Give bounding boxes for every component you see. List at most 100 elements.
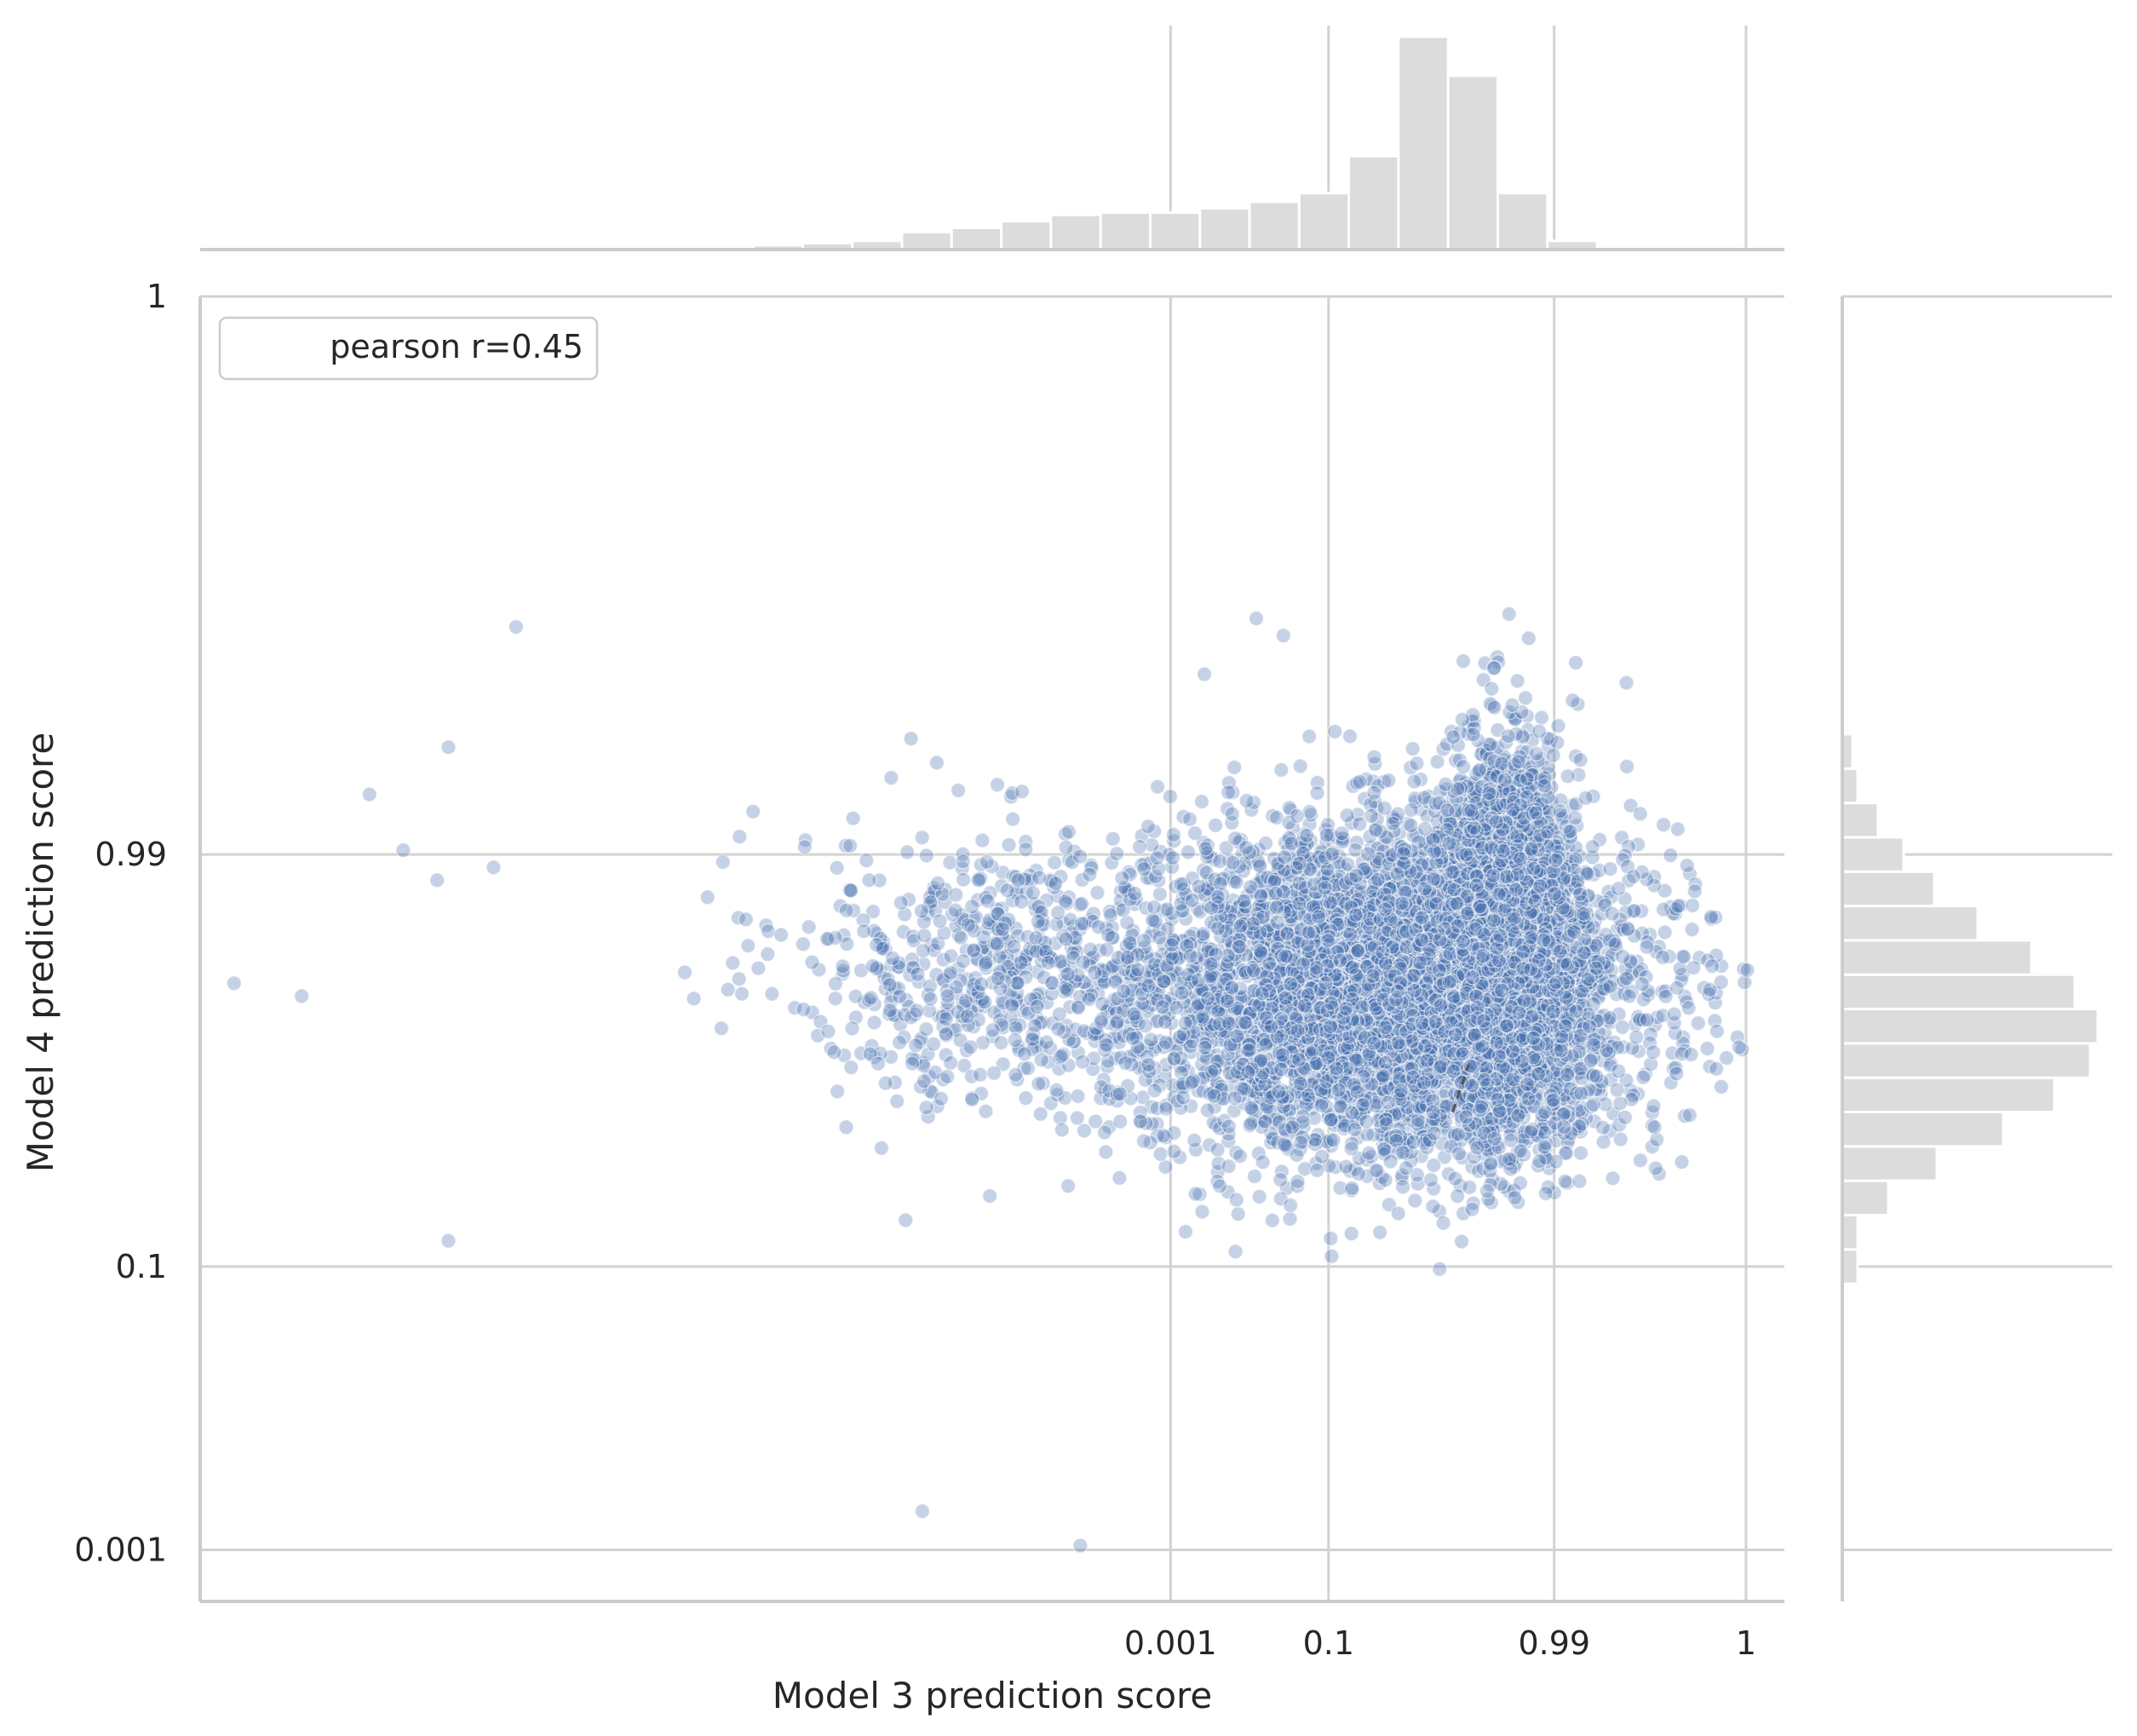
scatter-point [1132,1113,1148,1130]
scatter-point [1006,939,1022,955]
scatter-point [1426,1157,1442,1174]
scatter-point [773,927,790,943]
scatter-point [1087,1113,1104,1130]
scatter-point [1152,1146,1169,1163]
scatter-point [1122,934,1138,951]
scatter-point [1031,1076,1047,1092]
scatter-point [732,828,748,845]
scatter-point [1074,1054,1091,1070]
scatter-point [1617,1109,1634,1126]
marginal-y-bar [1841,1111,2005,1148]
scatter-point [1243,1100,1260,1116]
scatter-point [1038,1034,1054,1050]
scatter-point [1257,835,1274,852]
scatter-point [950,782,967,799]
scatter-point [1669,980,1686,996]
scatter-point [1027,929,1044,946]
scatter-point [1646,1098,1662,1114]
scatter-point [952,929,969,946]
scatter-point [1376,800,1393,817]
scatter-point [895,923,912,940]
scatter-point [1595,1134,1611,1150]
scatter-point [935,951,952,968]
scatter-point [947,902,964,918]
scatter-point [964,898,980,915]
marginal-y-bar [1841,1042,2092,1079]
scatter-point [1040,954,1056,971]
scatter-point [836,1047,853,1064]
scatter-point [1049,905,1066,921]
scatter-point [1070,1088,1086,1105]
scatter-point [835,958,851,974]
marginal-y-bar [1841,939,2033,976]
scatter-point [1030,913,1047,930]
scatter-point [1220,784,1237,801]
scatter-point [845,810,861,826]
scatter-point [865,903,882,920]
scatter-point [1159,901,1175,917]
scatter-point [994,921,1011,938]
scatter-point [883,769,899,786]
scatter-point [1033,1052,1049,1068]
scatter-point [909,1003,925,1019]
scatter-point [838,1119,854,1135]
scatter-point [927,1064,944,1081]
scatter-point [838,902,855,919]
scatter-point [760,946,776,963]
marginal-y-bar [1841,767,1859,805]
scatter-point [1162,788,1179,805]
scatter-point [1369,1162,1385,1179]
scatter-point [1029,998,1045,1015]
scatter-point [1166,1143,1182,1160]
scatter-point [1663,847,1679,864]
scatter-point [1100,927,1117,943]
scatter-point [904,1055,921,1072]
marginal-y-bars [1841,698,2100,1319]
scatter-point [955,953,972,969]
marginal-y-bar [1841,1179,1890,1216]
scatter-point [1228,874,1244,891]
marginal-y-histogram [1841,295,2112,1601]
scatter-point [1050,1020,1066,1038]
scatter-point [978,1103,994,1119]
scatter-point [1187,1186,1203,1202]
scatter-point [1004,785,1020,802]
scatter-point [922,991,939,1007]
marginal-x-bar [1248,200,1301,251]
scatter-point [863,990,879,1006]
scatter-point [918,1099,934,1116]
scatter-point [1060,1177,1077,1194]
marginal-y-bar [1841,905,1979,942]
scatter-point [1181,811,1198,828]
scatter-point [947,887,964,903]
scatter-point [804,954,820,970]
scatter-point [1126,1006,1142,1022]
scatter-point [899,844,916,860]
scatter-point [1224,806,1240,822]
scatter-point [1043,1095,1060,1112]
scatter-point [1605,1170,1621,1187]
marginal-x-bar [1198,207,1251,251]
scatter-point [1255,1154,1271,1170]
scatter-point [882,976,898,993]
scatter-point [942,964,959,981]
marginal-x-bars [751,35,1599,251]
scatter-point [882,1002,899,1019]
scatter-point [1251,1188,1267,1205]
scatter-point [910,966,926,982]
scatter-point [1157,1014,1173,1030]
scatter-point [842,882,859,899]
scatter-point [1344,1180,1360,1197]
scatter-point [979,893,996,910]
scatter-point [829,1084,846,1100]
marginal-x-bar [1397,35,1450,251]
scatter-point [892,988,908,1005]
scatter-point [1135,860,1152,877]
scatter-point [1060,824,1077,840]
scatter-point [1007,1032,1023,1049]
scatter-point [964,1091,980,1108]
marginal-x-bar [1496,192,1549,251]
scatter-point [913,903,930,919]
marginal-y-bar [1841,973,2077,1011]
